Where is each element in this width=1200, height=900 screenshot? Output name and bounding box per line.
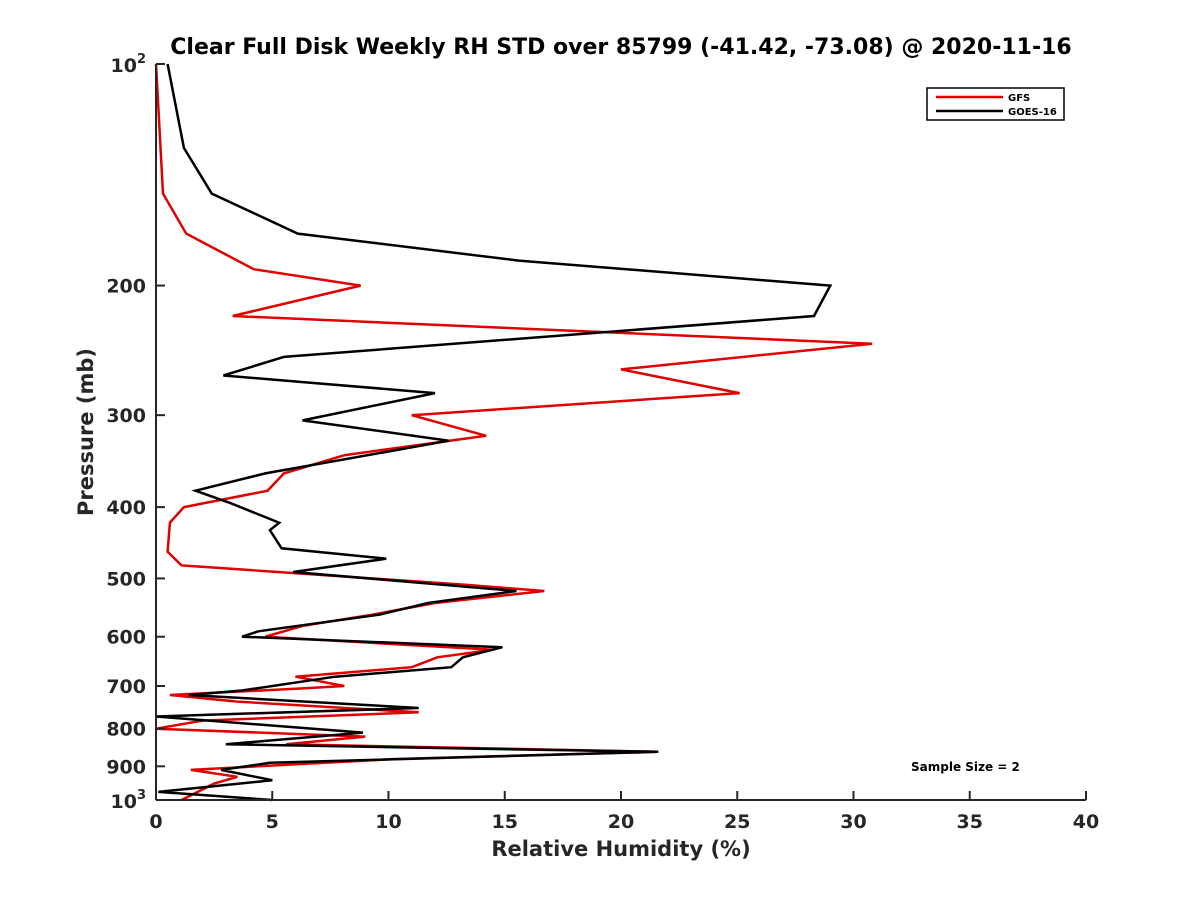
x-tick-label: 35 bbox=[957, 811, 983, 833]
series-line-goes16 bbox=[155, 63, 833, 802]
x-tick-label: 5 bbox=[266, 811, 279, 833]
chart-title: Clear Full Disk Weekly RH STD over 85799… bbox=[170, 35, 1071, 60]
y-tick-label: 300 bbox=[106, 405, 146, 427]
x-tick-label: 10 bbox=[375, 811, 401, 833]
y-tick-label: 700 bbox=[106, 676, 146, 698]
legend-label-gfs: GFS bbox=[1008, 93, 1030, 104]
y-tick-label: 800 bbox=[106, 719, 146, 741]
y-tick-label: 103 bbox=[111, 788, 147, 813]
legend: GFS GOES-16 bbox=[926, 87, 1065, 121]
sample-size-annotation: Sample Size = 2 bbox=[911, 760, 1020, 774]
x-ticks: 0 5 10 15 20 25 30 35 40 bbox=[149, 791, 1099, 833]
y-ticks: 102 200 300 400 500 600 700 800 900 103 bbox=[106, 52, 165, 813]
x-tick-label: 40 bbox=[1073, 811, 1099, 833]
y-tick-label: 102 bbox=[111, 52, 147, 77]
x-axis-label: Relative Humidity (%) bbox=[491, 837, 750, 861]
y-tick-label: 900 bbox=[106, 756, 146, 778]
legend-box bbox=[926, 87, 1065, 121]
y-tick-label: 400 bbox=[106, 497, 146, 519]
y-tick-label: 200 bbox=[106, 276, 146, 298]
y-tick-label: 500 bbox=[106, 568, 146, 590]
series-line-gfs bbox=[154, 63, 873, 802]
x-tick-label: 30 bbox=[840, 811, 866, 833]
x-tick-label: 0 bbox=[149, 811, 162, 833]
legend-label-goes16: GOES-16 bbox=[1008, 107, 1057, 118]
y-axis-label: Pressure (mb) bbox=[74, 348, 98, 516]
y-tick-label: 600 bbox=[106, 627, 146, 649]
x-tick-label: 25 bbox=[724, 811, 750, 833]
x-tick-label: 15 bbox=[492, 811, 518, 833]
series-layer bbox=[154, 63, 873, 802]
x-tick-label: 20 bbox=[608, 811, 634, 833]
